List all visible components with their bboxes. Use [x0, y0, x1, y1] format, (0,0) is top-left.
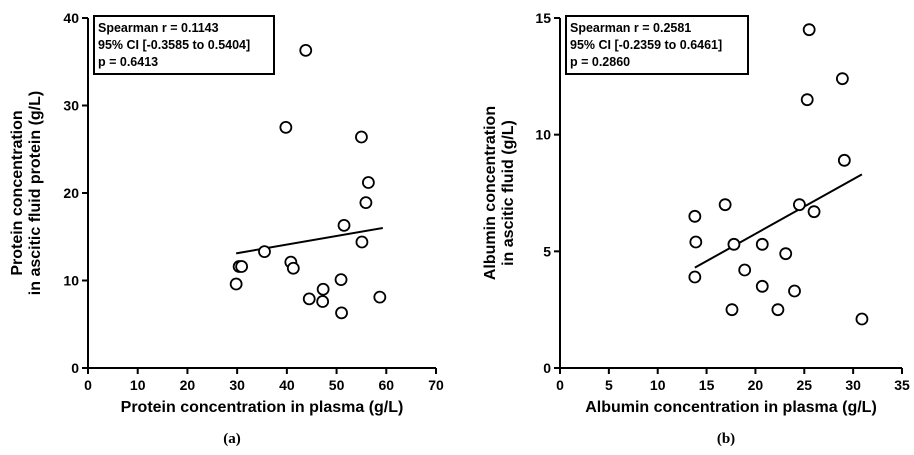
- y-tick-label: 10: [63, 273, 79, 289]
- data-point: [802, 23, 816, 37]
- y-tick-label: 5: [543, 243, 551, 259]
- data-point: [755, 279, 769, 293]
- panel-label: (b): [717, 431, 735, 447]
- data-point: [337, 218, 351, 232]
- x-tick-label: 10: [650, 377, 666, 393]
- data-point: [355, 130, 368, 144]
- panel-b-scatter: 0 5 10 15 20 25 30 35 0 5 10 15 Albumin concentratio…: [482, 10, 910, 447]
- data-point: [779, 247, 793, 261]
- data-point: [286, 261, 300, 275]
- y-tick-label: 10: [535, 127, 551, 143]
- regression-line: [694, 173, 863, 269]
- data-point: [855, 312, 869, 326]
- x-tick-label: 5: [605, 377, 613, 393]
- stats-text-line: p = 0.6413: [98, 55, 158, 69]
- data-point: [800, 93, 814, 107]
- stats-box: [93, 15, 275, 75]
- data-point: [727, 237, 741, 251]
- data-point: [793, 198, 806, 212]
- data-point: [718, 198, 732, 212]
- data-point: [807, 205, 821, 219]
- y-tick-label: 15: [535, 10, 551, 26]
- data-point: [359, 196, 373, 210]
- y-axis-title-line: Albumin concentration: [482, 106, 499, 280]
- panel-a-scatter: 0 10 20 30 40 50 60 70 0 10 20 30 40 Protein concentr…: [9, 10, 444, 447]
- x-axis-title: Albumin concentration in plasma (g/L): [585, 399, 877, 416]
- x-axis-title: Protein concentration in plasma (g/L): [121, 399, 404, 416]
- y-tick-label: 20: [63, 185, 79, 201]
- data-point: [229, 277, 243, 291]
- data-point: [788, 284, 801, 298]
- data-point: [725, 303, 739, 317]
- x-tick-label: 30: [229, 377, 245, 393]
- x-tick-label: 15: [699, 377, 715, 393]
- y-tick-label: 30: [63, 98, 79, 114]
- data-point: [302, 292, 316, 306]
- x-tick-label: 40: [279, 377, 295, 393]
- y-axis-title-line: Protein concentration: [9, 110, 26, 275]
- data-point: [688, 270, 702, 284]
- data-point: [235, 260, 249, 273]
- stats-text-line: 95% CI [-0.2359 to 0.6461]: [570, 38, 722, 52]
- data-point: [755, 237, 769, 251]
- data-point: [361, 176, 375, 189]
- data-point: [738, 263, 752, 277]
- data-point: [299, 43, 313, 57]
- stats-text-line: Spearman r = 0.1143: [98, 21, 219, 35]
- x-tick-label: 60: [378, 377, 394, 393]
- stats-box: [565, 15, 749, 75]
- y-axis-title-line: in ascitic fluid protein (g/L): [27, 91, 44, 295]
- data-point: [837, 153, 851, 167]
- data-point: [335, 306, 348, 320]
- y-tick-label: 0: [543, 360, 551, 376]
- x-tick-label: 20: [748, 377, 764, 393]
- data-point: [355, 235, 369, 249]
- data-point: [334, 273, 348, 287]
- data-point: [373, 290, 387, 304]
- data-point: [835, 72, 849, 86]
- x-tick-label: 35: [894, 377, 910, 393]
- y-axis-title-line: in ascitic fluid (g/L): [500, 120, 517, 266]
- x-tick-label: 70: [428, 377, 444, 393]
- stats-text-line: p = 0.2860: [570, 55, 630, 69]
- x-tick-label: 20: [180, 377, 196, 393]
- data-point: [279, 120, 293, 134]
- x-tick-label: 30: [845, 377, 861, 393]
- y-tick-label: 40: [63, 10, 79, 26]
- x-tick-label: 25: [796, 377, 812, 393]
- panel-label: (a): [223, 431, 241, 447]
- stats-text-line: Spearman r = 0.2581: [570, 21, 691, 35]
- x-tick-label: 10: [130, 377, 146, 393]
- stats-text-line: 95% CI [-0.3585 to 0.5404]: [98, 38, 250, 52]
- data-point: [771, 303, 785, 317]
- data-point: [688, 209, 702, 223]
- x-tick-label: 50: [329, 377, 345, 393]
- x-tick-label: 0: [556, 377, 564, 393]
- y-tick-label: 0: [71, 360, 79, 376]
- data-point: [316, 295, 330, 308]
- data-point: [258, 245, 271, 259]
- x-tick-label: 0: [84, 377, 92, 393]
- data-point: [316, 282, 330, 296]
- data-point: [689, 235, 703, 249]
